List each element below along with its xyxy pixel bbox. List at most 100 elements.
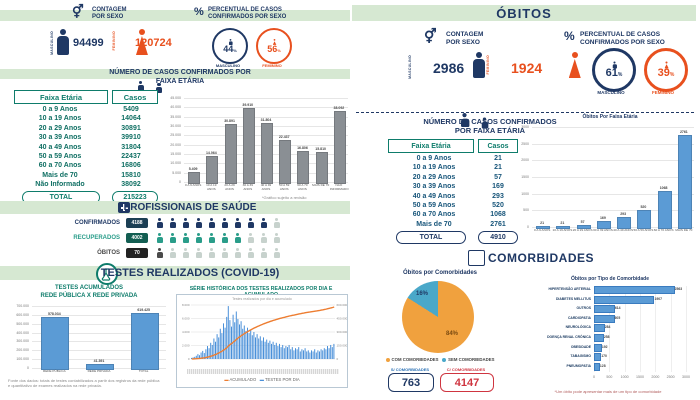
right-table-header-faixa: Faixa Etária bbox=[388, 139, 474, 153]
y-tick: 45.000 bbox=[170, 96, 181, 100]
daily-test-bar bbox=[298, 347, 300, 359]
table-cell-faixa: 20 a 29 Anos bbox=[38, 124, 82, 132]
left-female-label: FEMININO bbox=[112, 31, 116, 51]
left-table-header-faixa: Faixa Etária bbox=[14, 90, 108, 104]
female-icon bbox=[135, 29, 148, 56]
table-row: 40 a 49 Anos 31804 bbox=[14, 144, 156, 153]
daily-test-bar bbox=[203, 353, 205, 359]
bar-category: MAIS DE 70 bbox=[312, 183, 330, 187]
daily-test-bar bbox=[227, 306, 229, 359]
bar-category: 10 A 19 ANOS bbox=[206, 183, 217, 191]
flask-icon bbox=[96, 263, 118, 285]
x-tick: 0 bbox=[593, 375, 595, 380]
male-donut-person-icon bbox=[228, 38, 232, 45]
daily-test-bar bbox=[251, 335, 253, 359]
hbar-value: 605 bbox=[614, 315, 621, 320]
daily-test-bar bbox=[283, 348, 285, 359]
daily-test-bar bbox=[247, 327, 248, 359]
table-cell-casos: 39910 bbox=[121, 134, 141, 142]
table-row: 30 a 39 Anos 169 bbox=[388, 183, 516, 192]
bar-value: 293 bbox=[620, 212, 627, 217]
right-male-label: MASCULINO bbox=[408, 55, 412, 79]
table-row: 0 a 9 Anos 21 bbox=[388, 155, 516, 164]
male-donut-caption: MASCULINO bbox=[215, 63, 241, 68]
x-tick: 2000 bbox=[651, 375, 660, 380]
right-female-pct: 39 bbox=[657, 66, 670, 79]
daily-test-bar bbox=[250, 329, 252, 359]
daily-test-bar bbox=[311, 350, 312, 359]
person-icon bbox=[208, 218, 215, 228]
person-icon bbox=[247, 248, 254, 258]
x-tick: 500 bbox=[606, 375, 613, 380]
sem-box-label: S/ COMORBIDADES bbox=[390, 367, 430, 372]
table-row: Mais de 70 2761 bbox=[388, 221, 516, 230]
tests-series-chart: Testes realizados por dia e acumulado 8.… bbox=[176, 294, 348, 388]
tests-acc-title-2: REDE PÚBLICA X REDE PRIVADA bbox=[40, 292, 138, 299]
pct-sign: % bbox=[617, 71, 623, 78]
gridline bbox=[532, 193, 694, 195]
hbar-bar bbox=[594, 295, 655, 304]
tests-bar-chart: 700.000 600.000 500.000 400.000 300.000 200.0… bbox=[6, 300, 166, 376]
svg-text:0: 0 bbox=[188, 357, 190, 361]
right-faixa-title-2: POR FAIXA ETÁRIA bbox=[454, 126, 526, 135]
daily-test-bar bbox=[256, 334, 258, 359]
series-legend: ▬ ACUMULADO ▬ TESTES POR DIA bbox=[224, 377, 300, 382]
daily-test-bar bbox=[253, 332, 255, 359]
right-female-label: FEMININO bbox=[486, 55, 490, 75]
table-cell-faixa: 10 a 19 Anos bbox=[38, 115, 82, 123]
tests-series-subtitle: Testes realizados por dia e acumulado bbox=[232, 297, 292, 301]
gender-icon: ⚥ bbox=[424, 28, 437, 44]
pie-title: Óbitos por Comorbidades bbox=[402, 270, 477, 276]
svg-text:0: 0 bbox=[337, 357, 339, 361]
table-cell-faixa: 0 a 9 Anos bbox=[42, 106, 78, 113]
table-cell-casos: 1068 bbox=[490, 211, 506, 219]
pct-sign: % bbox=[277, 47, 281, 53]
prof-row-label: CONFIRMADOS bbox=[74, 220, 120, 226]
female-donut-caption: FEMININO bbox=[262, 63, 282, 68]
table-cell-casos: 14064 bbox=[121, 115, 141, 123]
gridline bbox=[532, 210, 694, 212]
daily-test-bar bbox=[240, 321, 242, 359]
gridline bbox=[32, 332, 166, 334]
prof-rows: CONFIRMADOS 4188 RECUPERADOS 4002 ÓBITOS 70 bbox=[0, 218, 350, 264]
x-gridline bbox=[640, 286, 641, 373]
person-icon bbox=[221, 248, 228, 258]
right-faixa-title-1: NÚMERO DE CASOS CONFIRMADOS bbox=[423, 117, 557, 126]
y-tick: 2000 bbox=[521, 158, 529, 163]
bar bbox=[677, 134, 692, 229]
cumulative-line bbox=[191, 306, 335, 360]
y-tick: 1500 bbox=[521, 175, 529, 179]
x-gridline bbox=[609, 286, 611, 373]
hbar-value: 284 bbox=[604, 325, 611, 330]
male-icon bbox=[473, 52, 486, 79]
tests-band bbox=[0, 266, 350, 280]
bar bbox=[41, 316, 70, 370]
person-icon bbox=[221, 233, 228, 243]
table-cell-casos: 21 bbox=[494, 155, 502, 162]
comorbidity-hbar-chart: 0 500 1000 1500 2000 2500 3000 HIPERTENSÃO ARTE… bbox=[516, 284, 694, 382]
daily-test-bar bbox=[255, 337, 256, 359]
gridline bbox=[184, 98, 348, 99]
daily-test-bar bbox=[279, 343, 280, 359]
daily-test-bar bbox=[290, 349, 292, 359]
x-tick: 1500 bbox=[636, 375, 644, 380]
x-gridline bbox=[655, 286, 657, 373]
y-tick: 20.000 bbox=[170, 142, 181, 147]
table-row: 60 a 70 Anos 1068 bbox=[388, 211, 516, 220]
person-icon bbox=[195, 218, 202, 228]
left-age-table: 0 a 9 Anos 5409 10 a 19 Anos 14064 20 a 29 A… bbox=[14, 106, 156, 191]
gridline bbox=[32, 323, 166, 325]
table-row: 50 a 59 Anos 520 bbox=[388, 202, 516, 211]
daily-test-bar bbox=[258, 338, 260, 359]
daily-test-bar bbox=[323, 348, 325, 359]
daily-test-bar bbox=[274, 344, 276, 359]
right-total-label: TOTAL bbox=[396, 231, 466, 244]
table-cell-casos: 5409 bbox=[123, 106, 139, 113]
person-icon bbox=[260, 218, 267, 228]
legend-dia: TESTES POR DIA bbox=[265, 377, 300, 382]
table-row: 40 a 49 Anos 293 bbox=[388, 193, 516, 202]
bar-category: REDE PRIVADA bbox=[87, 369, 111, 373]
bar-category: 0 A 9 ANOS bbox=[184, 183, 202, 187]
table-cell-faixa: 0 a 9 Anos bbox=[416, 155, 452, 162]
comorbidades-title: COMORBIDADES bbox=[488, 251, 595, 265]
